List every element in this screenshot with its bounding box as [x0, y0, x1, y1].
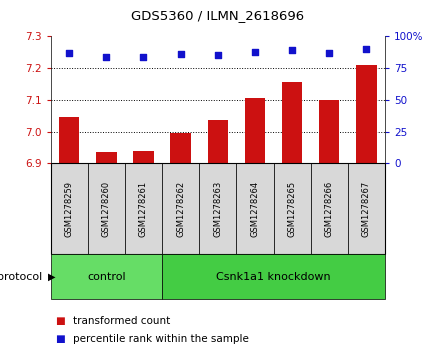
Bar [208, 121, 228, 163]
Bar [51, 163, 88, 254]
Text: GSM1278259: GSM1278259 [65, 181, 73, 237]
Text: GSM1278265: GSM1278265 [288, 181, 297, 237]
Text: GSM1278260: GSM1278260 [102, 181, 111, 237]
Bar [356, 65, 377, 163]
Bar [199, 163, 236, 254]
Bar [59, 117, 79, 163]
Text: ■: ■ [55, 334, 65, 344]
Point [289, 47, 296, 53]
Bar [96, 152, 117, 163]
Text: ■: ■ [55, 316, 65, 326]
Bar [319, 100, 340, 163]
Bar [274, 163, 311, 254]
Text: GSM1278264: GSM1278264 [250, 181, 260, 237]
Text: GDS5360 / ILMN_2618696: GDS5360 / ILMN_2618696 [131, 9, 304, 22]
Text: Csnk1a1 knockdown: Csnk1a1 knockdown [216, 272, 331, 282]
Text: control: control [87, 272, 126, 282]
Text: ▶: ▶ [48, 272, 56, 282]
Point [66, 50, 73, 56]
Text: GSM1278266: GSM1278266 [325, 181, 334, 237]
Bar [133, 151, 154, 163]
Bar [236, 163, 274, 254]
Bar [348, 163, 385, 254]
Bar [245, 98, 265, 163]
Text: GSM1278267: GSM1278267 [362, 181, 371, 237]
Text: percentile rank within the sample: percentile rank within the sample [73, 334, 249, 344]
Bar [125, 163, 162, 254]
Text: GSM1278261: GSM1278261 [139, 181, 148, 237]
Bar [162, 163, 199, 254]
Bar [311, 163, 348, 254]
Bar [282, 82, 302, 163]
Point [177, 51, 184, 57]
Text: transformed count: transformed count [73, 316, 170, 326]
Text: GSM1278262: GSM1278262 [176, 181, 185, 237]
Point [214, 52, 221, 58]
Point [363, 46, 370, 52]
Point [140, 54, 147, 60]
Bar [170, 133, 191, 163]
Bar [162, 254, 385, 299]
Point [103, 54, 110, 60]
Bar [88, 163, 125, 254]
Text: GSM1278263: GSM1278263 [213, 181, 222, 237]
Bar [51, 254, 162, 299]
Point [326, 50, 333, 56]
Point [251, 49, 258, 54]
Text: protocol: protocol [0, 272, 42, 282]
